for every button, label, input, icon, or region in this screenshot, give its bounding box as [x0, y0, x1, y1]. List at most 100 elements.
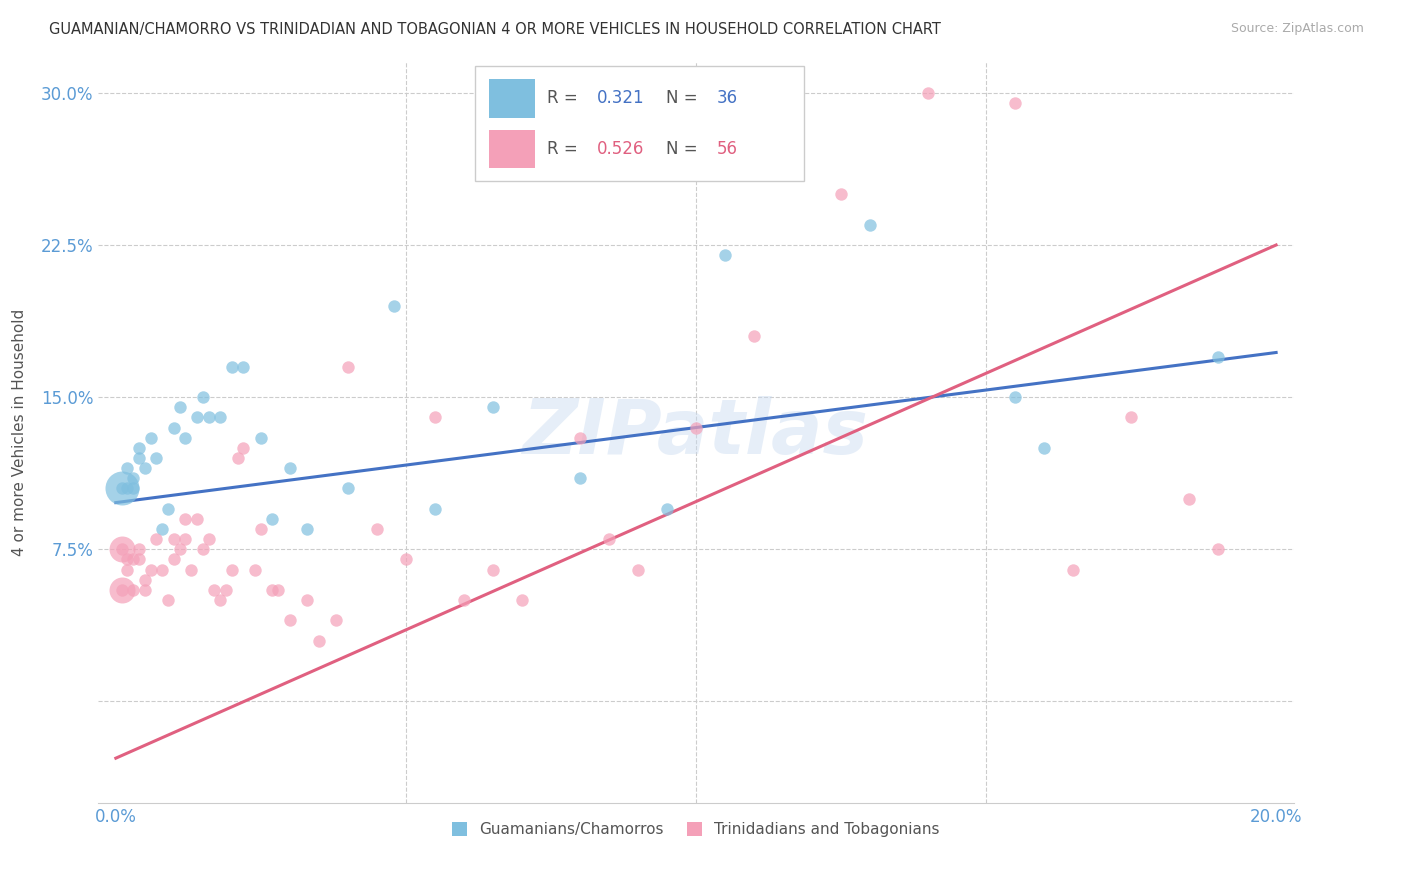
Point	[423, 501, 446, 516]
Text: R =: R =	[547, 89, 582, 107]
Point	[685, 420, 707, 434]
Point	[128, 450, 150, 465]
Bar	[475, 66, 804, 181]
Text: ZIPatlas: ZIPatlas	[523, 396, 869, 469]
Point	[232, 441, 254, 455]
Text: N =: N =	[666, 89, 703, 107]
Bar	[489, 79, 534, 118]
Point	[453, 593, 475, 607]
Point	[186, 410, 208, 425]
Point	[655, 501, 678, 516]
Point	[278, 461, 301, 475]
Point	[1004, 95, 1026, 110]
Point	[221, 359, 243, 374]
Text: 0.526: 0.526	[596, 140, 644, 158]
Point	[117, 552, 139, 566]
Point	[325, 613, 347, 627]
Point	[568, 431, 591, 445]
Point	[267, 582, 290, 597]
Point	[336, 482, 359, 496]
Point	[215, 582, 238, 597]
Point	[1119, 410, 1142, 425]
Point	[742, 329, 765, 343]
Point	[117, 482, 139, 496]
Point	[226, 450, 249, 465]
Point	[111, 482, 134, 496]
Point	[111, 482, 134, 496]
Point	[209, 593, 232, 607]
Point	[382, 299, 405, 313]
Point	[598, 532, 620, 546]
Point	[111, 542, 134, 557]
Point	[482, 562, 505, 576]
Point	[150, 522, 173, 536]
Point	[423, 410, 446, 425]
Point	[1206, 350, 1229, 364]
Point	[139, 562, 162, 576]
Point	[186, 512, 208, 526]
Point	[122, 552, 145, 566]
Point	[169, 401, 191, 415]
Point	[128, 542, 150, 557]
Point	[111, 582, 134, 597]
Point	[122, 482, 145, 496]
Point	[859, 218, 882, 232]
Point	[1206, 542, 1229, 557]
Point	[232, 359, 254, 374]
Point	[145, 450, 167, 465]
Point	[134, 582, 156, 597]
Text: 36: 36	[716, 89, 737, 107]
Point	[1033, 441, 1056, 455]
Text: R =: R =	[547, 140, 582, 158]
Point	[174, 532, 197, 546]
Point	[262, 582, 284, 597]
Point	[627, 562, 650, 576]
Y-axis label: 4 or more Vehicles in Household: 4 or more Vehicles in Household	[13, 309, 27, 557]
Point	[145, 532, 167, 546]
Point	[157, 593, 180, 607]
Point	[117, 461, 139, 475]
Text: N =: N =	[666, 140, 703, 158]
Point	[917, 86, 939, 100]
Point	[297, 522, 319, 536]
Point	[1062, 562, 1084, 576]
Point	[714, 248, 737, 262]
Point	[1004, 390, 1026, 404]
Point	[336, 359, 359, 374]
Point	[204, 582, 226, 597]
Point	[1178, 491, 1201, 506]
Point	[139, 431, 162, 445]
Bar	[489, 129, 534, 168]
Point	[128, 441, 150, 455]
Point	[197, 532, 219, 546]
Point	[169, 542, 191, 557]
Point	[163, 552, 186, 566]
Point	[174, 431, 197, 445]
Point	[308, 633, 330, 648]
Point	[221, 562, 243, 576]
Point	[250, 431, 273, 445]
Point	[122, 471, 145, 485]
Point	[111, 542, 134, 557]
Point	[209, 410, 232, 425]
Point	[366, 522, 388, 536]
Point	[197, 410, 219, 425]
Point	[111, 582, 134, 597]
Point	[128, 552, 150, 566]
Point	[395, 552, 418, 566]
Point	[122, 582, 145, 597]
Point	[262, 512, 284, 526]
Text: Source: ZipAtlas.com: Source: ZipAtlas.com	[1230, 22, 1364, 36]
Legend: Guamanians/Chamorros, Trinidadians and Tobagonians: Guamanians/Chamorros, Trinidadians and T…	[446, 816, 946, 843]
Point	[157, 501, 180, 516]
Text: 56: 56	[716, 140, 737, 158]
Point	[482, 401, 505, 415]
Point	[250, 522, 273, 536]
Point	[150, 562, 173, 576]
Point	[134, 573, 156, 587]
Point	[163, 532, 186, 546]
Point	[134, 461, 156, 475]
Text: GUAMANIAN/CHAMORRO VS TRINIDADIAN AND TOBAGONIAN 4 OR MORE VEHICLES IN HOUSEHOLD: GUAMANIAN/CHAMORRO VS TRINIDADIAN AND TO…	[49, 22, 941, 37]
Point	[163, 420, 186, 434]
Point	[191, 390, 214, 404]
